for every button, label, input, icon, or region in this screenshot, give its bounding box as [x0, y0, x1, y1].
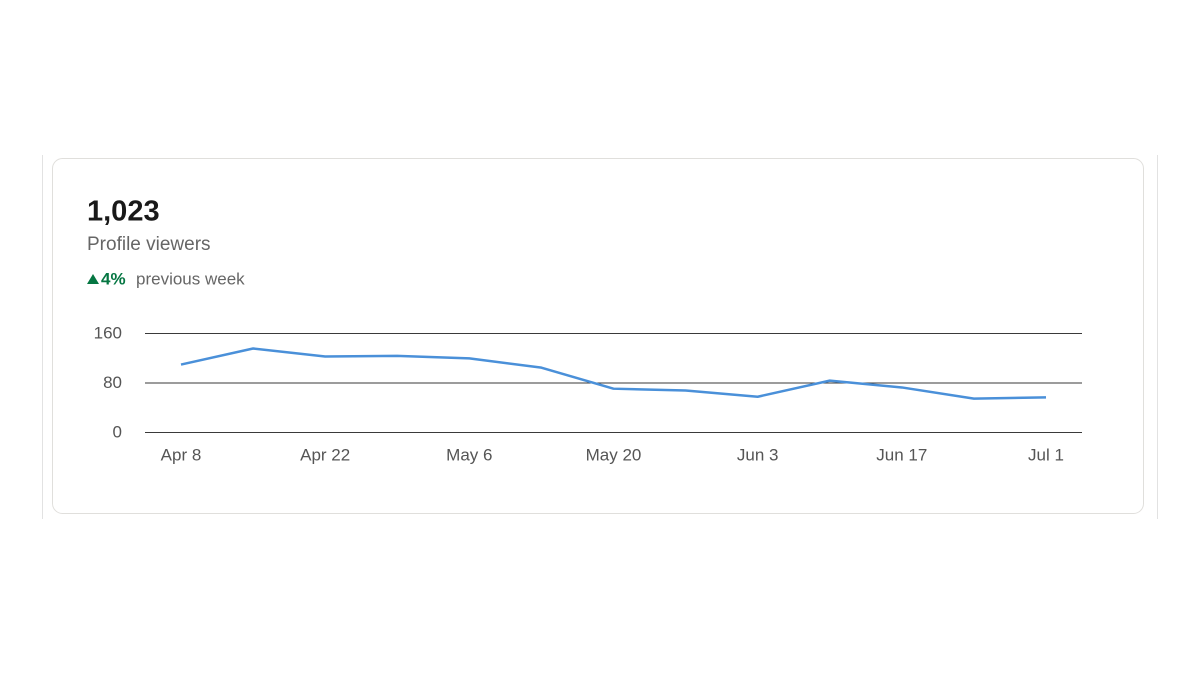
- x-tick-label: Apr 8: [161, 445, 202, 464]
- x-tick-label: Apr 22: [300, 445, 350, 464]
- x-tick-label: Jun 3: [737, 445, 779, 464]
- stat-change: 4%: [101, 269, 126, 288]
- line: [180, 347, 1047, 400]
- y-tick-label: 0: [113, 422, 122, 441]
- x-tick-label: May 20: [586, 445, 642, 464]
- y-tick-label: 80: [103, 373, 122, 392]
- stat-value: 1,023: [87, 196, 160, 228]
- up-arrow: [87, 274, 99, 284]
- stat-label: Profile viewers: [87, 234, 211, 255]
- chart: 0 80 160 Apr 8 Apr 22 May 6 May 20 Jun 3 Jun 17 J…: [94, 323, 1082, 464]
- card: [52, 158, 1144, 514]
- y-tick-label: 160: [94, 323, 122, 342]
- x-tick-label: Jul 1: [1028, 445, 1064, 464]
- x-tick-label: Jun 17: [876, 445, 927, 464]
- stat-change-text: previous week: [136, 269, 245, 288]
- x-tick-label: May 6: [446, 445, 492, 464]
